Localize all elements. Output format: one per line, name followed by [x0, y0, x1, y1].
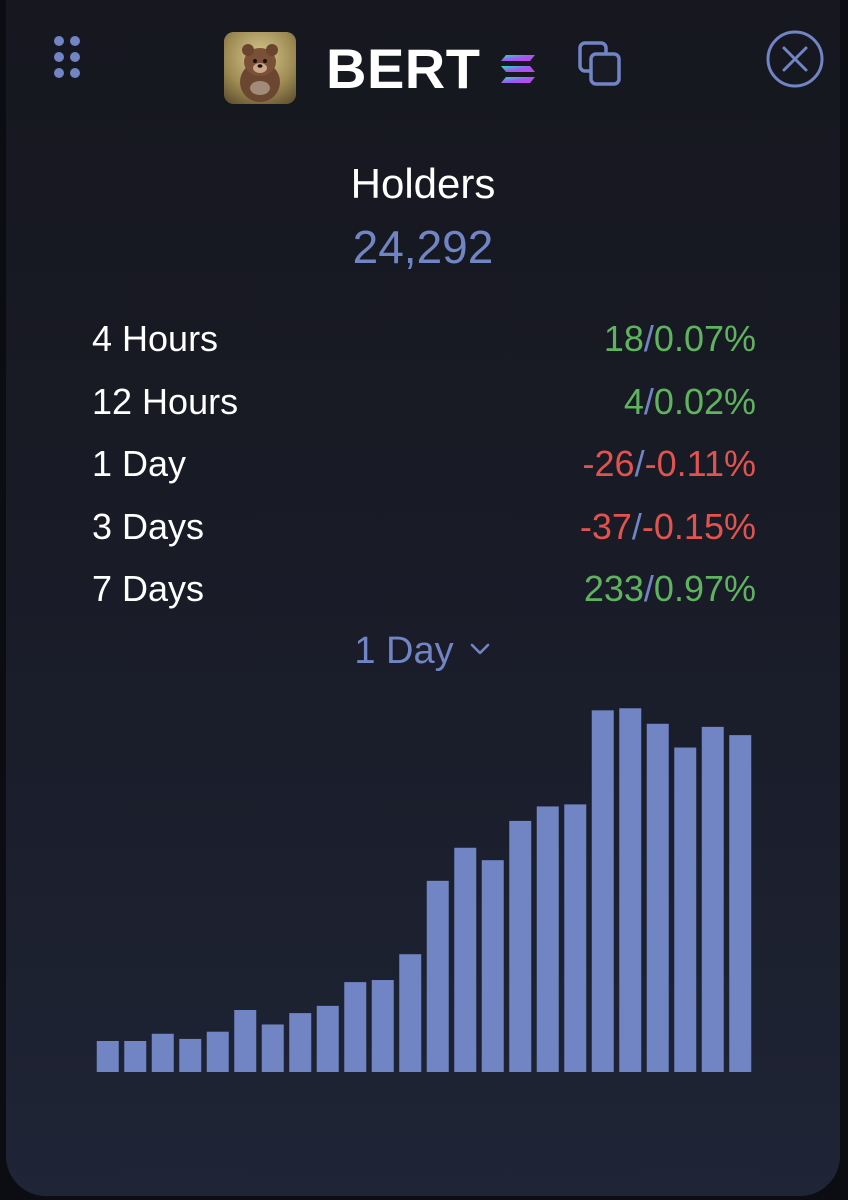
stat-row: 1 Day -26/-0.11%: [92, 433, 756, 496]
stat-change-count: 233: [583, 568, 644, 610]
stat-separator: /: [643, 318, 654, 360]
stat-period-label: 4 Hours: [92, 318, 219, 360]
stat-change-percent: 0.02%: [653, 380, 756, 422]
period-dropdown-value: 1 Day: [354, 630, 454, 672]
chart-bar[interactable]: [206, 1031, 229, 1072]
stat-change-percent: -0.15%: [641, 505, 756, 547]
chart-bar[interactable]: [536, 806, 559, 1072]
drag-grip-icon[interactable]: [54, 36, 88, 86]
chart-bar[interactable]: [646, 723, 669, 1072]
stat-separator: /: [634, 443, 645, 485]
chart-bar[interactable]: [179, 1038, 202, 1072]
stat-period-label: 12 Hours: [92, 380, 239, 422]
chart-bar[interactable]: [591, 710, 614, 1072]
stat-change-count: 4: [623, 380, 644, 422]
chart-bar[interactable]: [399, 954, 422, 1072]
chart-bar[interactable]: [426, 880, 449, 1072]
chart-bar[interactable]: [124, 1041, 147, 1072]
stat-row: 4 Hours 18/0.07%: [92, 308, 756, 371]
stat-change-count: -37: [579, 505, 632, 547]
stat-separator: /: [643, 568, 654, 610]
chart-bar[interactable]: [151, 1033, 174, 1072]
token-avatar: [224, 32, 296, 104]
chart-bar[interactable]: [96, 1041, 119, 1072]
period-dropdown[interactable]: 1 Day: [6, 630, 840, 673]
close-button[interactable]: [766, 30, 824, 88]
stat-change-percent: -0.11%: [644, 443, 756, 485]
stat-change-percent: 0.07%: [653, 318, 756, 360]
token-name: BERT: [326, 37, 481, 100]
chart-bar[interactable]: [729, 735, 752, 1072]
chart-bar[interactable]: [316, 1005, 339, 1072]
stat-separator: /: [643, 380, 654, 422]
stat-row: 7 Days 233/0.97%: [92, 558, 756, 621]
holders-panel: BERT Holders 24,292: [6, 0, 840, 1196]
copy-icon[interactable]: [576, 40, 624, 88]
holders-label: Holders: [350, 160, 496, 207]
holder-change-stats: 4 Hours 18/0.07% 12 Hours 4/0.02% 1 Day …: [92, 308, 756, 621]
stat-row: 12 Hours 4/0.02%: [92, 371, 756, 434]
stat-separator: /: [631, 505, 642, 547]
chart-bar[interactable]: [234, 1010, 257, 1072]
stat-change-value: 4/0.02%: [624, 381, 756, 423]
stat-period-label: 3 Days: [92, 505, 205, 547]
stat-change-value: -37/-0.15%: [580, 506, 756, 548]
chart-bar[interactable]: [481, 860, 504, 1072]
token-avatar-image: [224, 32, 296, 104]
stat-change-count: 18: [603, 318, 644, 360]
stat-change-value: 233/0.97%: [584, 568, 756, 610]
chart-bar[interactable]: [454, 847, 477, 1072]
chart-bar[interactable]: [701, 726, 724, 1072]
chart-bar[interactable]: [619, 708, 642, 1072]
stat-change-percent: 0.97%: [653, 568, 756, 610]
solana-icon: [501, 55, 535, 83]
chart-bar[interactable]: [344, 982, 367, 1072]
chart-bar[interactable]: [371, 980, 394, 1072]
stat-change-value: -26/-0.11%: [583, 443, 756, 485]
chart-bar[interactable]: [564, 804, 587, 1072]
chart-bar[interactable]: [509, 820, 532, 1072]
holders-count: 24,292: [352, 221, 494, 273]
holders-bar-chart: [96, 708, 752, 1072]
chevron-down-icon: [470, 643, 489, 655]
stat-period-label: 7 Days: [92, 568, 205, 610]
chart-bar[interactable]: [261, 1024, 284, 1072]
stat-change-value: 18/0.07%: [604, 318, 756, 360]
stat-change-count: -26: [582, 443, 635, 485]
chart-bar[interactable]: [674, 747, 697, 1072]
chart-bar[interactable]: [289, 1013, 312, 1072]
stat-row: 3 Days -37/-0.15%: [92, 496, 756, 559]
stat-period-label: 1 Day: [92, 443, 187, 485]
